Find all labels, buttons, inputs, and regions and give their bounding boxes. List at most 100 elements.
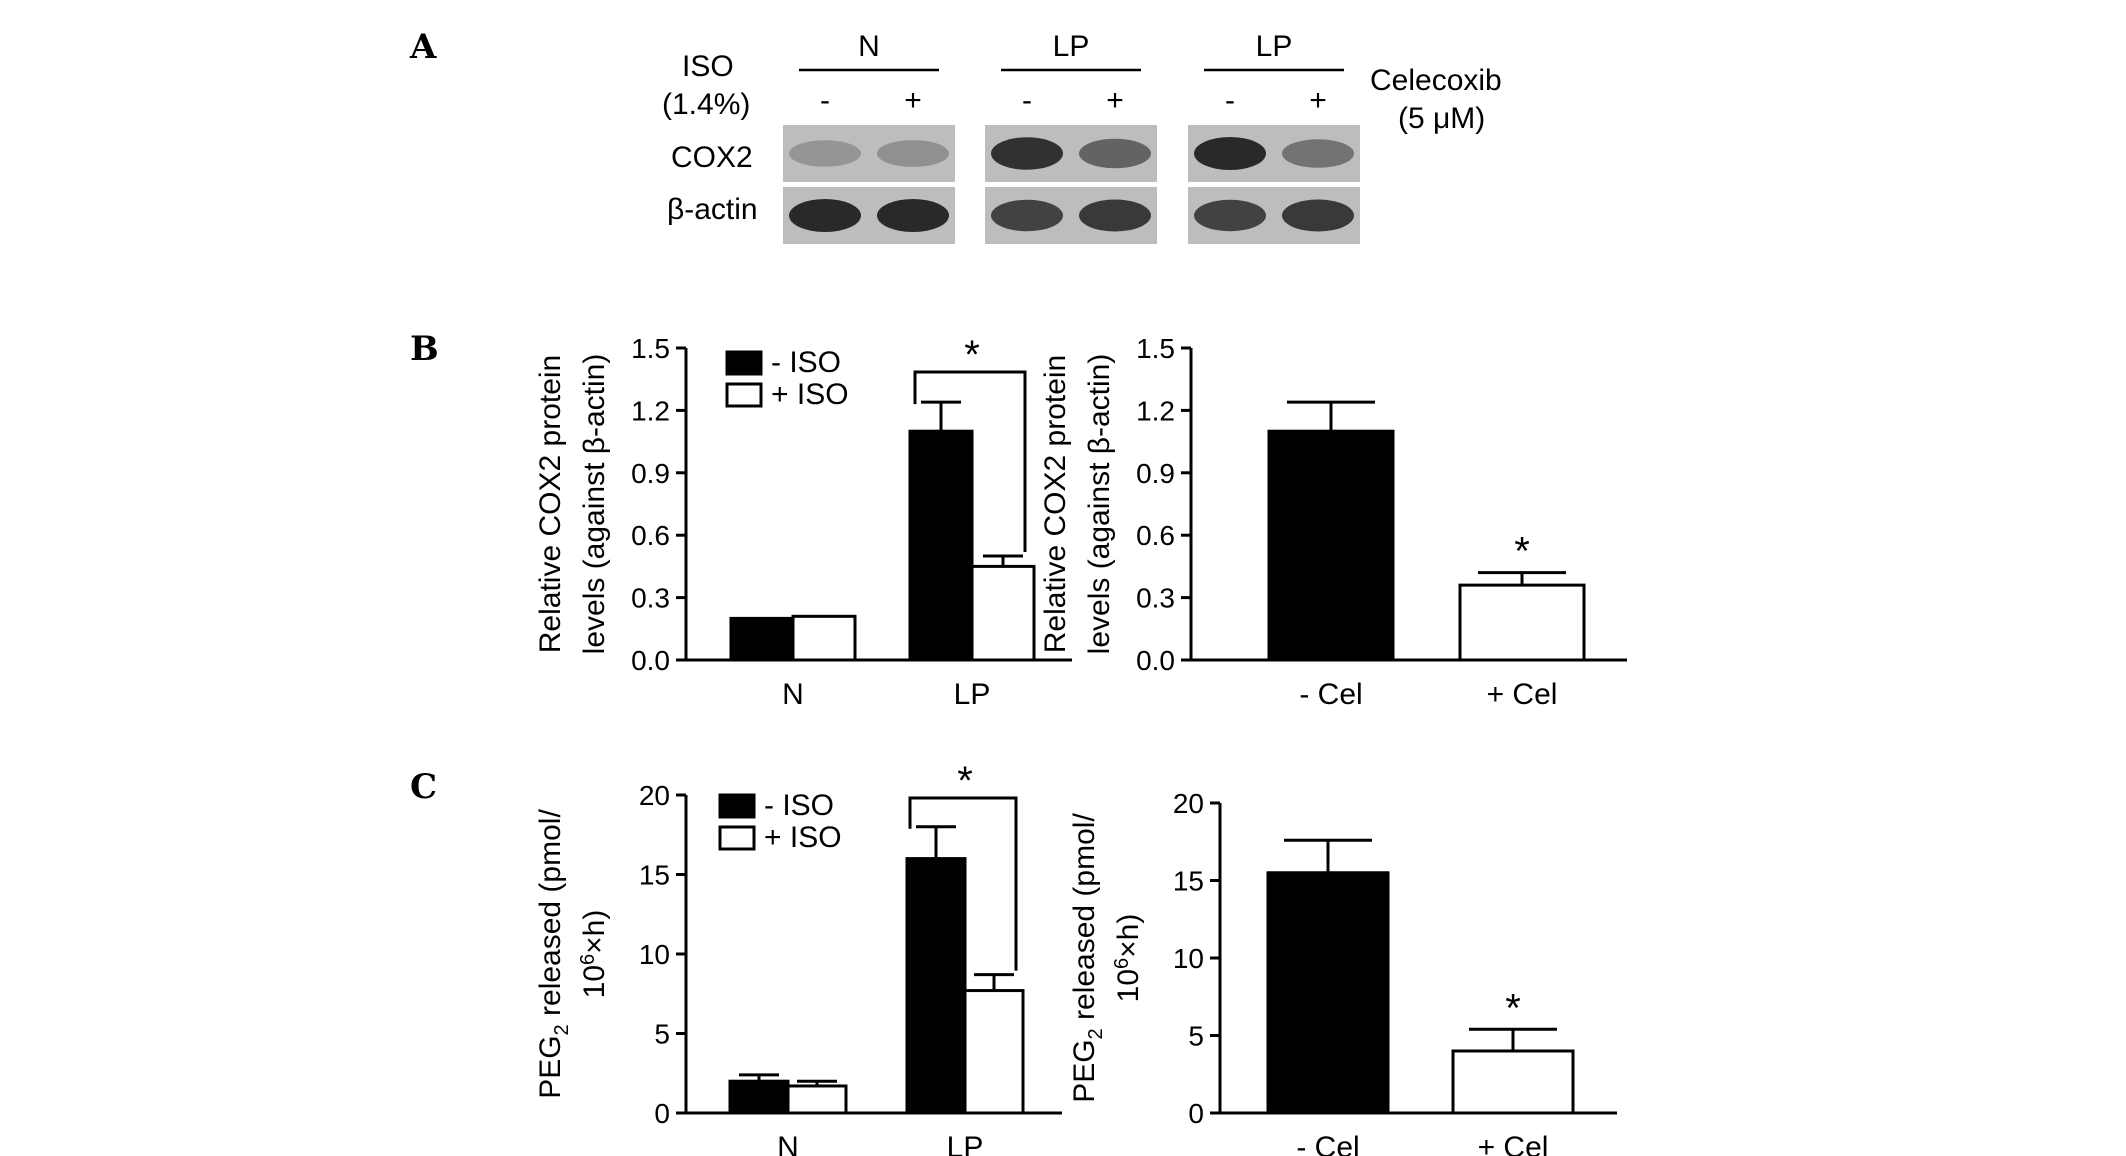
blot-lane-label: - [1225,84,1235,117]
x-category-label: - Cel [1299,678,1362,711]
blot-lane-label: - [1022,84,1032,117]
y-tick-label: 20 [1173,788,1204,819]
x-category-label: - Cel [1296,1131,1359,1156]
blot-lane-label: + [1106,84,1124,117]
bar-minus-iso [905,857,967,1115]
x-category-label: N [782,678,804,711]
y-axis-label-line1: Relative COX2 protein [1039,355,1072,653]
blot-band [789,140,861,167]
y-tick-label: 0.3 [1136,583,1175,614]
y-tick-label: 0.9 [631,458,670,489]
legend-label: + ISO [764,821,842,854]
y-tick-label: 5 [1188,1021,1204,1052]
legend-swatch [718,793,756,819]
y-tick-label: 20 [639,780,670,811]
y-tick-label: 15 [639,860,670,891]
bar [1266,871,1390,1115]
x-category-label: LP [947,1131,984,1156]
y-tick-label: 10 [1173,943,1204,974]
bar-minus-iso [728,1079,790,1115]
y-label-part: 10 [1112,969,1145,1002]
blot-lane-label: - [820,84,830,117]
blot-group-label: LP [1256,30,1293,63]
y-label-superscript: 6 [577,954,599,965]
y-axis-label-line1: Relative COX2 protein [534,355,567,653]
y-axis-label-line1: PEG2 released (pmol/ [534,809,573,1099]
bar-plus-iso [791,614,857,662]
bar-plus-iso [963,989,1025,1115]
panel-letter-b: B [410,329,439,369]
bar [1458,583,1586,662]
y-label-part: ×h) [1112,914,1145,958]
blot-band [991,137,1063,170]
y-label-part: 10 [578,965,611,998]
y-tick-label: 1.5 [631,333,670,364]
bar-minus-iso [908,429,974,662]
x-category-label: + Cel [1487,678,1558,711]
y-label-part: PEG [1068,1039,1101,1102]
x-category-label: + Cel [1478,1131,1549,1156]
blot-band [1194,137,1266,170]
significance-star: * [1514,530,1530,574]
legend-label: - ISO [764,789,834,822]
blot-band [991,199,1063,232]
blot-band [1079,199,1151,232]
blot-band [1282,199,1354,232]
y-tick-label: 15 [1173,866,1204,897]
y-axis-label-line2: 106×h) [577,910,611,999]
y-label-subscript: 2 [551,1024,573,1035]
y-label-part: released (pmol/ [1068,813,1101,1029]
blot-band [877,140,949,167]
y-tick-label: 0.0 [631,645,670,676]
celecoxib-concentration: (5 μM) [1398,102,1485,135]
celecoxib-label: Celecoxib [1370,64,1502,97]
blot-band [877,199,949,232]
bar-minus-iso [729,616,795,662]
y-label-part: PEG [534,1035,567,1098]
significance-bracket [913,370,1027,552]
legend-swatch [725,382,763,408]
y-tick-label: 1.2 [1136,395,1175,426]
legend-swatch [718,825,756,851]
significance-star: * [964,333,980,377]
blot-lane-label: + [1309,84,1327,117]
y-tick-label: 0.9 [1136,458,1175,489]
y-tick-label: 1.5 [1136,333,1175,364]
blot-group-label: N [858,30,880,63]
y-tick-label: 0.0 [1136,645,1175,676]
panel-letter-c: C [410,767,437,807]
y-tick-label: 10 [639,939,670,970]
blot-band [789,199,861,232]
y-axis-label-line2: levels (against β-actin) [578,354,611,655]
y-axis-label-line2: 106×h) [1111,914,1145,1003]
y-label-part: released (pmol/ [534,809,567,1025]
blot-group-label: LP [1053,30,1090,63]
chart-b-left: 0.0 0.3 0.6 0.9 1.2 1.5 Relative COX2 protein l… [534,333,1072,711]
bar-plus-iso [970,564,1036,662]
blot-lane-label: + [904,84,922,117]
blot-band [1194,199,1266,232]
blot-row-label-cox2: COX2 [671,141,753,174]
y-tick-label: 1.2 [631,395,670,426]
chart-b-right: 0.0 0.3 0.6 0.9 1.2 1.5 Relative COX2 protein l… [1039,333,1627,711]
blot-row-label-actin: β-actin [667,193,758,226]
western-blot-panel: ISO (1.4%) Celecoxib (5 μM) COX2 β-actin… [662,30,1502,244]
y-label-superscript: 6 [1111,958,1133,969]
x-category-label: N [777,1131,799,1156]
iso-label: ISO [682,50,734,83]
y-tick-label: 0 [1188,1098,1204,1129]
y-label-subscript: 2 [1085,1028,1107,1039]
legend-label: - ISO [771,346,841,379]
legend-swatch [725,350,763,376]
y-label-part: ×h) [578,910,611,954]
blot-band [1282,139,1354,168]
y-tick-label: 0.6 [631,520,670,551]
bar [1451,1049,1575,1115]
y-axis-label-line2: levels (against β-actin) [1083,354,1116,655]
legend-label: + ISO [771,378,849,411]
y-tick-label: 0.6 [1136,520,1175,551]
y-tick-label: 0 [654,1098,670,1129]
